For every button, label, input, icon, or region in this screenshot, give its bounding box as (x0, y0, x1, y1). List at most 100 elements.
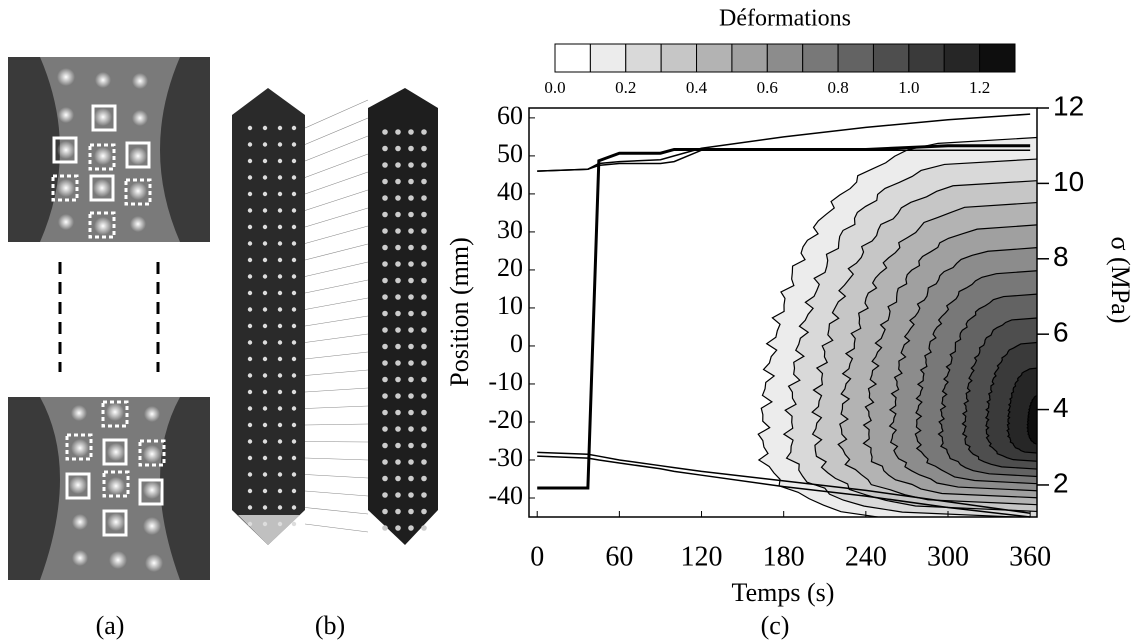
marker-dot (277, 340, 283, 345)
marker-dot (291, 307, 297, 312)
x-tick-label: 60 (605, 541, 633, 572)
marker-dot (408, 360, 414, 366)
plot-frame (528, 107, 1038, 518)
marker-dot (262, 356, 268, 362)
connector (304, 474, 369, 479)
connector (304, 171, 369, 195)
marker-dot (382, 409, 388, 416)
connector (304, 457, 369, 461)
marker-dot (382, 459, 388, 465)
marker-dot (277, 389, 283, 395)
colorbar-box (908, 43, 945, 73)
marker-dot (421, 393, 427, 399)
marker-dot (291, 422, 297, 428)
marker-dot (382, 261, 388, 267)
marker-dot (291, 191, 297, 197)
connector (304, 279, 369, 294)
marker-dot (262, 340, 268, 345)
marker-dot (291, 389, 297, 395)
colorbar-tick-label: 0.0 (544, 78, 565, 97)
marker-dot (277, 356, 283, 362)
y2-tick-label: 2 (1053, 467, 1069, 498)
marker-dot (382, 211, 388, 218)
y-tick-label: 30 (497, 215, 523, 244)
colorbar-box (731, 43, 768, 73)
photo-b (232, 88, 438, 545)
marker-dot (277, 191, 283, 197)
marker-dot (408, 261, 414, 267)
marker-dot (262, 274, 268, 279)
y-tick-label: 0 (510, 329, 523, 358)
marker-dot (262, 488, 268, 494)
marker-dot (291, 521, 297, 527)
y-tick-label: 20 (497, 253, 523, 282)
marker-dot (382, 426, 388, 432)
marker-dot (421, 409, 427, 416)
marker-dot (291, 142, 297, 147)
photo-a-top (8, 57, 210, 242)
marker-dot (262, 142, 268, 147)
marker-dot (395, 442, 401, 449)
marker-dot (291, 323, 297, 329)
marker-dot (408, 129, 414, 135)
marker-dot (291, 373, 297, 378)
marker-dot (382, 376, 388, 383)
marker-dot (277, 175, 283, 180)
marker-dot (247, 488, 253, 494)
marker-dot (247, 125, 253, 131)
connector (304, 297, 369, 310)
marker-dot (395, 327, 401, 333)
x-tick-label: 0 (530, 541, 544, 572)
marker-dot (291, 455, 297, 461)
marker-dot (247, 505, 253, 510)
marker-dot (408, 525, 414, 531)
marker-dot (421, 442, 427, 449)
marker-dot (262, 208, 268, 213)
colorbar-tick-label: 0.6 (757, 78, 778, 97)
marker-dot (395, 459, 401, 465)
marker-dot (277, 307, 283, 312)
marker-dot (382, 360, 388, 366)
marker-dot (408, 178, 414, 185)
connector (304, 507, 369, 515)
marker-dot (421, 178, 427, 185)
marker-dot (395, 195, 401, 201)
colorbar-box (766, 43, 804, 73)
marker-dot (395, 376, 401, 383)
marker-dot (421, 492, 427, 498)
marker-dot (247, 521, 253, 527)
marker-dot (408, 211, 414, 218)
marker-dot (421, 277, 427, 284)
y2-tick-label: 8 (1053, 241, 1069, 272)
marker-dot (395, 244, 401, 251)
marker-dot (291, 406, 297, 411)
marker-dot (247, 208, 253, 213)
connector (304, 99, 369, 129)
connector (304, 261, 369, 277)
colorbar-tick-label: 0.8 (827, 78, 848, 97)
marker-dot (421, 360, 427, 366)
marker-dot (408, 376, 414, 383)
connector (304, 423, 369, 426)
marker-dot (247, 406, 253, 411)
marker-dot (247, 307, 253, 312)
marker-dot (382, 492, 388, 498)
marker-dot (421, 343, 427, 350)
marker-dot (277, 505, 283, 510)
marker-dot (277, 373, 283, 378)
marker-dot (277, 521, 283, 527)
marker-dot (408, 228, 414, 234)
marker-dot (291, 241, 297, 246)
y-axis-label: Position (mm) (445, 237, 474, 387)
marker-dot (262, 505, 268, 510)
marker-dot (408, 393, 414, 399)
y2-tick-label: 10 (1053, 166, 1084, 197)
marker-dot (247, 257, 253, 263)
connector (304, 243, 369, 261)
marker-dot (395, 508, 401, 515)
marker-dot (291, 224, 297, 230)
marker-dot (408, 145, 414, 152)
marker-dot (421, 145, 427, 152)
marker-dot (382, 228, 388, 234)
